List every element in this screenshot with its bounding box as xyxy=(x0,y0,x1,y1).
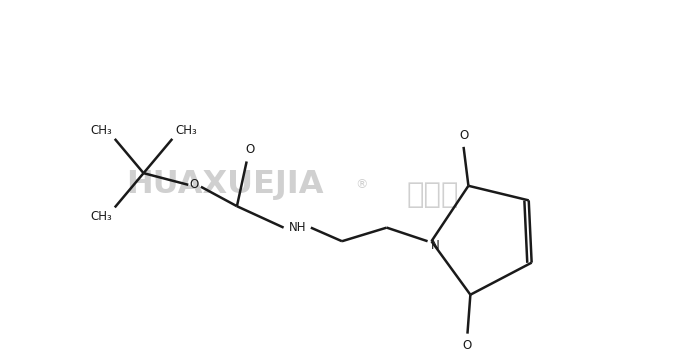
Text: O: O xyxy=(190,178,198,191)
Text: O: O xyxy=(459,129,468,142)
Text: N: N xyxy=(431,239,440,252)
Text: CH₃: CH₃ xyxy=(90,124,112,137)
Text: CH₃: CH₃ xyxy=(175,124,197,137)
Text: NH: NH xyxy=(288,221,306,234)
Text: O: O xyxy=(463,339,472,351)
Text: ®: ® xyxy=(355,178,368,191)
Text: HUAXUEJIA: HUAXUEJIA xyxy=(126,169,324,200)
Text: O: O xyxy=(245,143,254,156)
Text: 化学加: 化学加 xyxy=(406,180,459,208)
Text: CH₃: CH₃ xyxy=(90,210,112,223)
